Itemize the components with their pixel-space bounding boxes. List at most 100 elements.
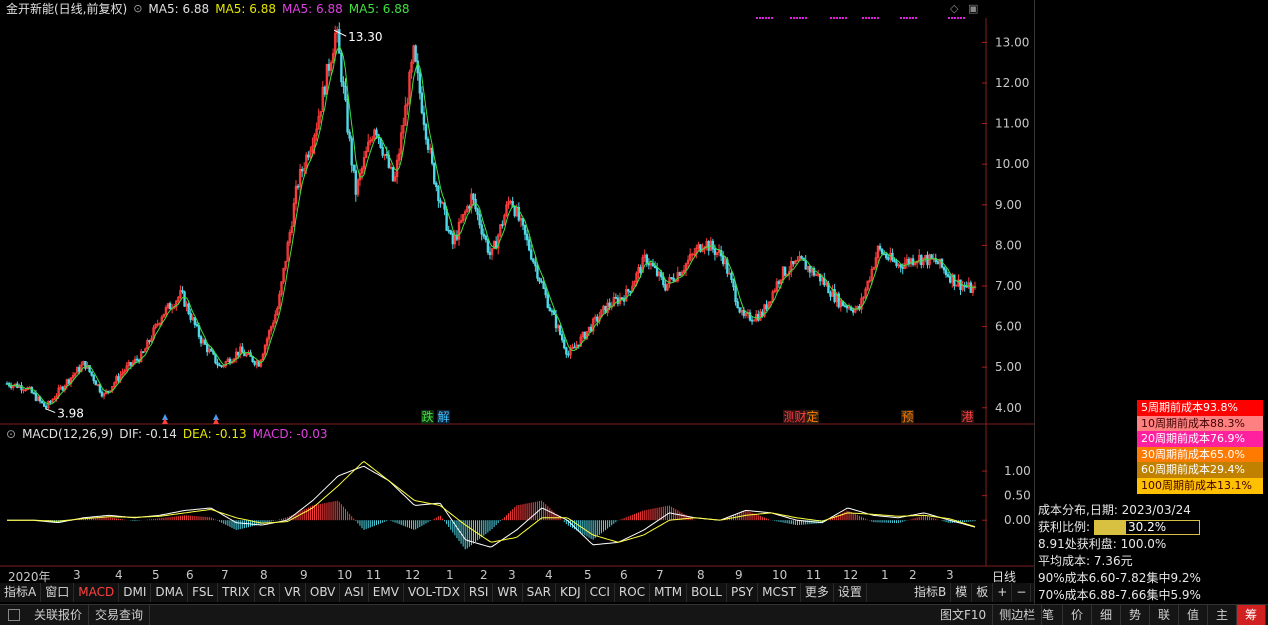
- candle-body: [573, 346, 576, 349]
- indicator-tab[interactable]: MTM: [650, 583, 688, 602]
- side-tab[interactable]: 筹: [1237, 605, 1266, 625]
- signal-marker[interactable]: 财: [794, 410, 807, 424]
- candle-body: [773, 290, 776, 293]
- indicator-control[interactable]: 板: [972, 583, 994, 602]
- signal-marker[interactable]: 跌: [421, 410, 434, 424]
- date-tick-label: 10: [337, 568, 353, 582]
- macd-dif: DIF: -0.14: [119, 427, 177, 441]
- candle-body: [106, 390, 110, 393]
- candle-body: [969, 282, 973, 293]
- candle-body: [189, 313, 192, 320]
- date-tick-label: 8: [697, 568, 705, 582]
- signal-marker[interactable]: 定: [806, 410, 819, 424]
- candle-body: [637, 267, 640, 274]
- side-tab[interactable]: 值: [1179, 605, 1208, 625]
- candle-body: [713, 248, 717, 256]
- side-tab[interactable]: 主: [1208, 605, 1237, 625]
- signal-marker[interactable]: 预: [901, 410, 914, 424]
- indicator-tab[interactable]: PSY: [727, 583, 759, 602]
- side-tab[interactable]: 笔: [1034, 605, 1063, 625]
- diamond-icon[interactable]: ◇: [950, 2, 959, 15]
- event-dot: [793, 17, 795, 19]
- macd-tick-label: 1.00: [1004, 464, 1031, 478]
- event-dot: [868, 17, 870, 19]
- event-dot: [833, 17, 835, 19]
- candle-body: [383, 154, 386, 156]
- event-dot: [954, 17, 956, 19]
- indicator-tab[interactable]: ASI: [340, 583, 369, 602]
- indicator-tab[interactable]: MACD: [74, 583, 120, 602]
- indicator-tab[interactable]: 更多: [801, 583, 834, 602]
- indicator-tab[interactable]: 窗口: [41, 583, 75, 602]
- candle-body: [144, 348, 147, 353]
- trade-query-button[interactable]: 交易查询: [89, 605, 151, 625]
- indicator-tab[interactable]: RSI: [465, 583, 494, 602]
- chart-header: 金开新能(日线,前复权) ⊙ MA5: 6.88 MA5: 6.88 MA5: …: [0, 0, 410, 17]
- side-tab[interactable]: 细: [1092, 605, 1121, 625]
- candle-body: [868, 279, 871, 282]
- side-tab[interactable]: 联: [1150, 605, 1179, 625]
- price-tick-label: 9.00: [995, 198, 1022, 212]
- indicator-tab[interactable]: KDJ: [556, 583, 586, 602]
- indicator-tab[interactable]: BOLL: [687, 583, 727, 602]
- date-tick-label: 11: [366, 568, 382, 582]
- period-label[interactable]: 日线: [992, 570, 1017, 584]
- macd-tick-label: 0.50: [1004, 489, 1031, 503]
- candle-body: [606, 302, 609, 314]
- candle-body: [443, 202, 446, 210]
- candle-body: [259, 359, 263, 367]
- indicator-tab[interactable]: CCI: [586, 583, 615, 602]
- sidebar-button[interactable]: 侧边栏: [993, 605, 1043, 625]
- indicator-control[interactable]: 指标B: [910, 583, 952, 602]
- candle-body: [298, 168, 302, 188]
- candle-body: [666, 283, 669, 291]
- related-quotes-button[interactable]: 关联报价: [28, 605, 90, 625]
- candle-body: [346, 99, 349, 133]
- candle-body: [156, 323, 159, 326]
- side-tab[interactable]: 势: [1121, 605, 1150, 625]
- event-dot: [768, 17, 770, 19]
- square-icon[interactable]: [8, 609, 20, 621]
- candle-body: [400, 132, 403, 155]
- indicator-tab[interactable]: OBV: [306, 583, 341, 602]
- indicator-control[interactable]: 模: [951, 583, 973, 602]
- indicator-tab[interactable]: VOL-TDX: [404, 583, 465, 602]
- indicator-tab[interactable]: SAR: [523, 583, 556, 602]
- indicator-tab[interactable]: DMA: [151, 583, 189, 602]
- indicator-tab[interactable]: FSL: [188, 583, 219, 602]
- indicator-tab[interactable]: MCST: [758, 583, 801, 602]
- candle-body: [565, 347, 568, 355]
- chevron-down-icon[interactable]: ⊙: [133, 2, 143, 15]
- signal-marker[interactable]: 测: [783, 410, 796, 424]
- window-icon[interactable]: ▣: [967, 2, 979, 15]
- indicator-tab[interactable]: VR: [280, 583, 306, 602]
- indicator-tab[interactable]: EMV: [369, 583, 404, 602]
- indicator-control[interactable]: +: [993, 583, 1013, 602]
- signal-marker[interactable]: 解: [437, 410, 450, 424]
- indicator-tab[interactable]: DMI: [119, 583, 152, 602]
- indicator-tab[interactable]: ROC: [615, 583, 651, 602]
- ratio-label: 获利比例:: [1038, 520, 1091, 534]
- event-dot: [756, 17, 758, 19]
- candle-body: [608, 302, 611, 307]
- indicator-tab[interactable]: 指标A: [0, 583, 42, 602]
- price-tick-label: 7.00: [995, 279, 1022, 293]
- candle-body: [375, 129, 378, 136]
- indicator-tab[interactable]: CR: [255, 583, 281, 602]
- indicator-control[interactable]: −: [1012, 583, 1032, 602]
- signal-marker[interactable]: 港: [961, 410, 974, 424]
- candle-body: [342, 81, 345, 87]
- candle-body: [307, 154, 310, 158]
- candle-body: [253, 361, 256, 365]
- candle-body: [59, 386, 62, 389]
- candle-body: [406, 103, 409, 107]
- candle-body: [61, 386, 64, 391]
- f10-button[interactable]: 图文F10: [934, 605, 994, 625]
- side-tab[interactable]: 价: [1063, 605, 1092, 625]
- indicator-tab[interactable]: WR: [493, 583, 523, 602]
- indicator-tab[interactable]: 设置: [834, 583, 867, 602]
- collapse-icon[interactable]: ⊙: [6, 427, 17, 441]
- candle-body: [484, 235, 488, 241]
- indicator-tab[interactable]: TRIX: [218, 583, 255, 602]
